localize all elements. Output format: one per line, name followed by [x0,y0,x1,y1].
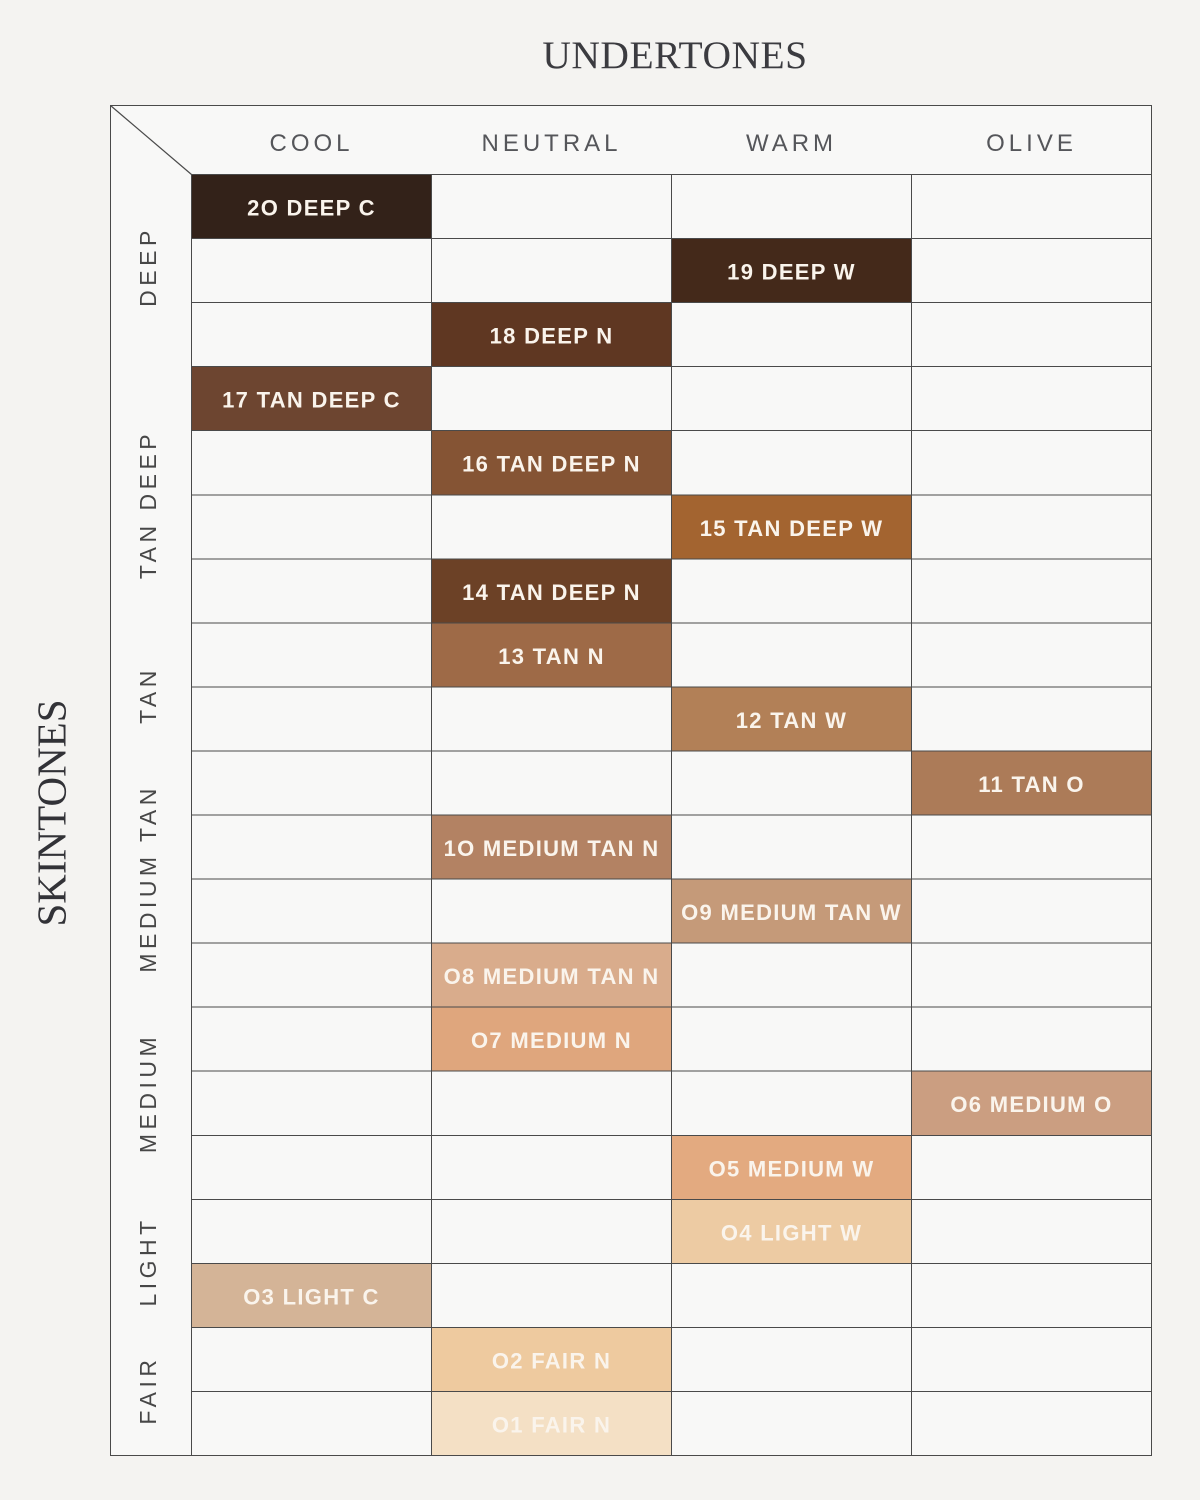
svg-text:O1 FAIR N: O1 FAIR N [492,1413,611,1438]
svg-text:13 TAN N: 13 TAN N [498,644,605,669]
svg-text:COOL: COOL [269,130,353,157]
svg-text:MEDIUM: MEDIUM [135,1033,161,1153]
svg-text:O8 MEDIUM TAN N: O8 MEDIUM TAN N [444,964,660,989]
svg-text:16 TAN DEEP N: 16 TAN DEEP N [462,452,641,477]
svg-text:LIGHT: LIGHT [135,1216,161,1306]
svg-text:NEUTRAL: NEUTRAL [481,130,621,157]
svg-text:WARM: WARM [746,130,837,157]
svg-text:O9 MEDIUM TAN W: O9 MEDIUM TAN W [681,900,902,925]
svg-text:UNDERTONES: UNDERTONES [542,33,807,77]
svg-text:OLIVE: OLIVE [986,130,1077,157]
svg-text:18 DEEP N: 18 DEEP N [490,324,614,349]
svg-text:FAIR: FAIR [135,1356,161,1425]
svg-text:MEDIUM TAN: MEDIUM TAN [135,784,161,973]
svg-text:O7 MEDIUM N: O7 MEDIUM N [471,1028,632,1053]
svg-text:12 TAN W: 12 TAN W [736,708,847,733]
svg-text:15 TAN DEEP W: 15 TAN DEEP W [700,516,884,541]
svg-text:17 TAN DEEP C: 17 TAN DEEP C [222,388,401,413]
svg-text:DEEP: DEEP [135,226,161,307]
svg-text:O4 LIGHT W: O4 LIGHT W [721,1220,862,1245]
svg-text:TAN DEEP: TAN DEEP [135,430,161,579]
svg-text:1O MEDIUM TAN N: 1O MEDIUM TAN N [444,836,660,861]
svg-text:O6 MEDIUM O: O6 MEDIUM O [950,1092,1112,1117]
svg-text:19 DEEP W: 19 DEEP W [727,260,856,285]
svg-text:TAN: TAN [135,666,161,724]
svg-text:O5 MEDIUM W: O5 MEDIUM W [709,1156,875,1181]
svg-text:11 TAN O: 11 TAN O [978,772,1085,797]
svg-text:14 TAN DEEP N: 14 TAN DEEP N [462,580,641,605]
svg-text:O2 FAIR N: O2 FAIR N [492,1348,611,1373]
svg-text:2O DEEP C: 2O DEEP C [247,196,376,221]
svg-text:SKINTONES: SKINTONES [29,699,75,926]
svg-text:O3 LIGHT C: O3 LIGHT C [243,1284,379,1309]
